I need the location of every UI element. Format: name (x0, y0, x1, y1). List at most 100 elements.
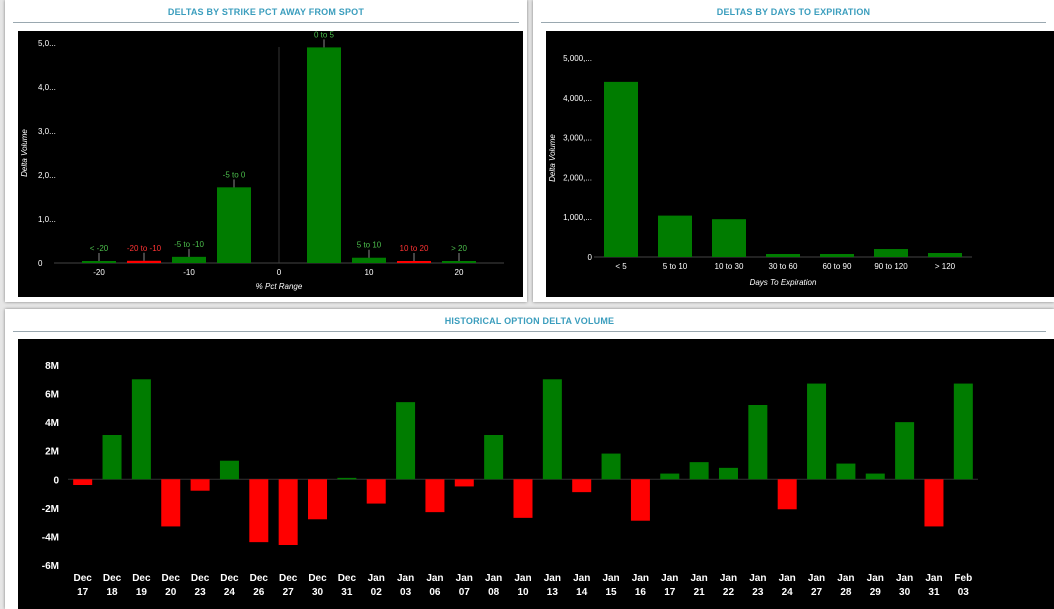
x-tick-label-month: Jan (749, 573, 766, 584)
data-label: > 20 (451, 244, 467, 253)
y-tick-label: 1,0... (38, 215, 56, 224)
dte-chart-area: 0 1,000,... 2,000,... 3,000,... 4,000,... 5,0… (546, 31, 1054, 297)
bar (217, 187, 251, 263)
y-tick-label: 2,000,... (563, 173, 592, 182)
x-tick-label-day: 31 (341, 587, 353, 598)
bar (658, 215, 692, 257)
x-tick-label-day: 23 (752, 587, 764, 598)
y-axis-title: Delta Volume (548, 134, 557, 182)
x-tick-label-month: Jan (896, 573, 913, 584)
x-tick-label-day: 17 (664, 587, 676, 598)
x-tick-label-day: 30 (899, 587, 911, 598)
x-tick-label-month: Dec (308, 573, 327, 584)
history-panel: HISTORICAL OPTION DELTA VOLUME 8M 6M 4M 2M 0… (5, 309, 1054, 609)
x-tick-label: 20 (455, 268, 464, 277)
bar (513, 479, 533, 518)
y-tick-label: 5,000,... (563, 54, 592, 63)
strike-panel-divider (13, 22, 519, 23)
dte-panel-divider (541, 22, 1046, 23)
x-tick-label-month: Dec (191, 573, 210, 584)
bar (454, 479, 474, 487)
x-tick-label-day: 20 (165, 587, 177, 598)
x-tick-label-month: Jan (837, 573, 854, 584)
x-tick-label: 5 to 10 (663, 262, 688, 271)
x-tick-label-month: Feb (954, 573, 972, 584)
y-tick-label: 3,0... (38, 127, 56, 136)
y-tick-label: -2M (42, 504, 59, 515)
x-tick-label-month: Dec (279, 573, 298, 584)
x-tick-label: 10 (365, 268, 374, 277)
x-tick-label: < 5 (615, 262, 627, 271)
x-tick-label-month: Dec (73, 573, 92, 584)
x-tick-label-day: 31 (928, 587, 940, 598)
x-tick-label-day: 29 (870, 587, 882, 598)
x-tick-label: -10 (183, 268, 195, 277)
y-tick-label: 0 (38, 259, 43, 268)
x-tick-label-month: Jan (456, 573, 473, 584)
dte-chart: 0 1,000,... 2,000,... 3,000,... 4,000,... 5,0… (548, 54, 972, 287)
bar (172, 256, 206, 263)
bar (73, 479, 93, 485)
strike-panel-title: DELTAS BY STRIKE PCT AWAY FROM SPOT (167, 7, 365, 17)
x-axis-title: % Pct Range (256, 282, 303, 291)
bar (712, 219, 746, 257)
y-tick-label: 4M (45, 418, 59, 429)
bar (766, 254, 800, 257)
x-tick-label-day: 14 (576, 587, 588, 598)
dte-panel-title: DELTAS BY DAYS TO EXPIRATION (716, 7, 871, 17)
x-tick-label-day: 24 (782, 587, 794, 598)
x-tick-label-day: 03 (958, 587, 970, 598)
bar (953, 383, 973, 480)
x-tick-label: -20 (93, 268, 105, 277)
y-tick-label: 0 (588, 253, 593, 262)
x-tick-label-month: Jan (544, 573, 561, 584)
y-tick-label: 3,000,... (563, 134, 592, 143)
x-tick-label-month: Jan (485, 573, 502, 584)
data-label: 10 to 20 (400, 244, 429, 253)
bar (127, 260, 161, 263)
x-tick-label-month: Dec (250, 573, 269, 584)
bar (895, 422, 915, 480)
x-tick-label-day: 17 (77, 587, 89, 598)
dte-panel: DELTAS BY DAYS TO EXPIRATION 0 1,000,... 2… (533, 0, 1054, 302)
x-tick-label-month: Jan (514, 573, 531, 584)
strike-panel: DELTAS BY STRIKE PCT AWAY FROM SPOT 0 1,0… (5, 0, 527, 302)
data-label: -5 to 0 (223, 170, 246, 179)
x-tick-label-day: 27 (283, 587, 295, 598)
x-tick-label-month: Jan (779, 573, 796, 584)
x-tick-label: 10 to 30 (715, 262, 744, 271)
x-tick-label-month: Jan (426, 573, 443, 584)
x-tick-label-month: Jan (661, 573, 678, 584)
bar (161, 479, 181, 527)
x-tick-label-month: Dec (162, 573, 181, 584)
y-tick-label: 5,0... (38, 39, 56, 48)
bar (442, 261, 476, 263)
bar (777, 479, 797, 510)
y-tick-label: 2M (45, 447, 59, 458)
bar (278, 479, 298, 545)
x-tick-label-day: 30 (312, 587, 324, 598)
x-tick-label-month: Jan (720, 573, 737, 584)
bar (924, 479, 944, 527)
bar (396, 402, 416, 480)
x-axis-title: Days To Expiration (750, 278, 817, 287)
y-tick-label: -6M (42, 561, 59, 572)
x-tick-label-day: 26 (253, 587, 265, 598)
x-tick-label-day: 24 (224, 587, 236, 598)
bar (718, 467, 738, 480)
bar (484, 435, 504, 480)
x-tick-label-day: 22 (723, 587, 735, 598)
bar (131, 379, 151, 480)
bar (219, 460, 239, 480)
x-tick-label-day: 07 (459, 587, 471, 598)
strike-chart: 0 1,0... 2,0... 3,0... 4,0... 5,0... -20 -10 0 10… (20, 31, 504, 291)
history-panel-divider (13, 331, 1046, 332)
x-tick-label-month: Dec (220, 573, 239, 584)
bar (572, 479, 592, 493)
bar (337, 477, 357, 480)
x-tick-label-day: 02 (371, 587, 383, 598)
bar (425, 479, 445, 513)
x-tick-label-day: 03 (400, 587, 412, 598)
bar (865, 473, 885, 480)
y-tick-label: 6M (45, 390, 59, 401)
